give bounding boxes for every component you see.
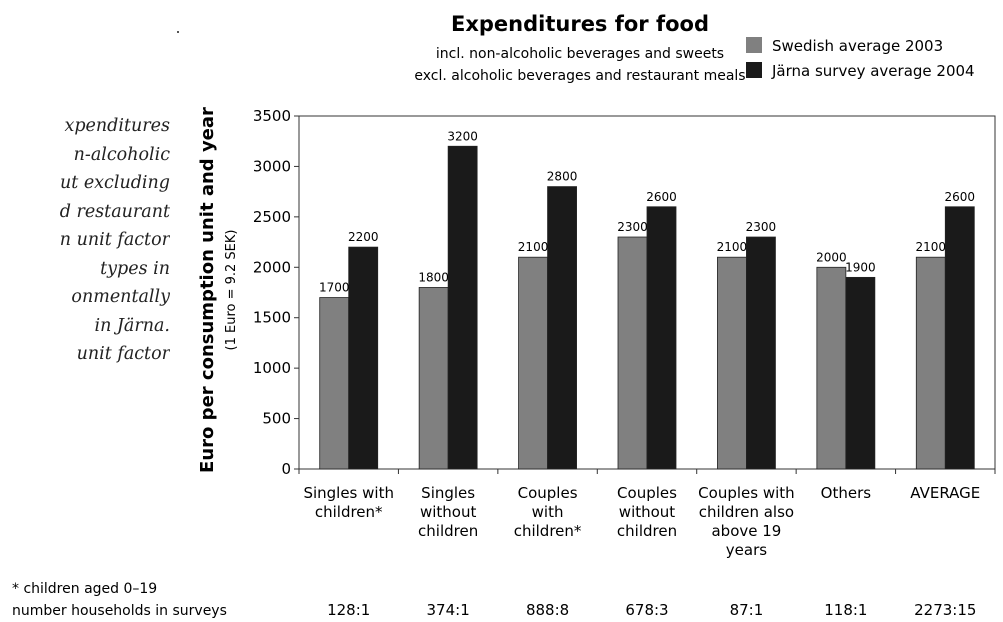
bar-value-label: 3200 (447, 129, 478, 143)
bar-value-label: 1700 (319, 281, 350, 295)
bar-value-label: 2600 (945, 190, 976, 204)
x-category-label: AVERAGE (910, 484, 980, 502)
y-tick-label: 500 (262, 410, 291, 428)
x-category-label: Couples (518, 484, 578, 502)
decorative-dot (177, 31, 179, 33)
bar-value-label: 2300 (746, 220, 777, 234)
x-category-label: Singles with (303, 484, 394, 502)
legend-label: Swedish average 2003 (772, 37, 943, 55)
x-category-label: Others (821, 484, 872, 502)
x-category-label: children also (699, 503, 794, 521)
bar-value-label: 1800 (418, 270, 449, 284)
y-axis-sublabel: (1 Euro = 9.2 SEK) (224, 230, 239, 351)
x-category-label: above 19 (711, 522, 781, 540)
households-value: 128:1 (327, 601, 370, 619)
y-tick-label: 2500 (253, 208, 291, 226)
households-label: number households in surveys (12, 603, 227, 619)
bar-value-label: 2600 (646, 190, 677, 204)
bar-jarna (547, 186, 577, 470)
x-category-label: children* (514, 522, 582, 540)
footnote: * children aged 0–19 (12, 581, 157, 597)
x-category-label: children (418, 522, 478, 540)
legend-swatch (746, 37, 762, 53)
y-tick-label: 3500 (253, 107, 291, 125)
side-text-line: in Järna. (94, 315, 170, 336)
households-value: 2273:15 (914, 601, 976, 619)
y-tick-label: 2000 (253, 258, 291, 276)
chart-subtitle: excl. alcoholic beverages and restaurant… (414, 68, 745, 84)
bar-value-label: 2100 (518, 240, 549, 254)
chart-subtitle: incl. non-alcoholic beverages and sweets (436, 46, 724, 62)
y-tick-label: 1000 (253, 359, 291, 377)
x-category-label: Singles (421, 484, 475, 502)
bar-swedish (717, 256, 747, 470)
y-axis-label: Euro per consumption unit and year (197, 107, 218, 473)
bar-swedish (518, 256, 548, 470)
x-category-label: with (532, 503, 564, 521)
bar-swedish (617, 236, 648, 470)
bar-value-label: 2800 (547, 170, 578, 184)
side-text-line: n unit factor (59, 230, 170, 250)
y-tick-label: 1500 (253, 309, 291, 327)
side-text-line: unit factor (76, 344, 170, 364)
side-text-line: ut excluding (59, 173, 170, 193)
bar-jarna (646, 206, 677, 470)
bar-jarna (348, 246, 379, 470)
legend-swatch (746, 62, 762, 78)
side-text-line: onmentally (71, 287, 170, 307)
bar-value-label: 2300 (617, 220, 648, 234)
bar-swedish (319, 297, 350, 470)
bar-value-label: 2000 (816, 250, 847, 264)
bar-value-label: 2100 (916, 240, 947, 254)
legend-label: Järna survey average 2004 (771, 62, 975, 80)
x-category-label: children* (315, 503, 383, 521)
x-category-label: Couples with (698, 484, 794, 502)
bar-swedish (418, 287, 449, 470)
x-category-label: Couples (617, 484, 677, 502)
chart-title: Expenditures for food (451, 12, 709, 36)
x-category-label: without (619, 503, 676, 521)
bar-jarna (845, 276, 876, 470)
households-value: 888:8 (526, 601, 569, 619)
households-value: 87:1 (730, 601, 764, 619)
households-value: 678:3 (625, 601, 668, 619)
households-value: 118:1 (824, 601, 867, 619)
bar-value-label: 2200 (348, 230, 379, 244)
side-text-line: n-alcoholic (73, 144, 170, 165)
side-text: xpenditures n-alcoholic ut excluding d rest… (0, 112, 170, 369)
bar-value-label: 1900 (845, 260, 876, 274)
bar-jarna (944, 206, 975, 470)
bar-value-label: 2100 (717, 240, 748, 254)
bar-swedish (816, 266, 847, 470)
y-tick-label: 3000 (253, 157, 291, 175)
side-text-line: types in (100, 258, 170, 279)
x-category-label: years (726, 541, 767, 559)
bar-swedish (915, 256, 946, 470)
bar-jarna (447, 145, 478, 470)
x-category-label: without (420, 503, 477, 521)
side-text-line: xpenditures (64, 116, 170, 136)
bar-jarna (746, 236, 776, 470)
x-category-label: children (617, 522, 677, 540)
households-value: 374:1 (427, 601, 470, 619)
side-text-line: d restaurant (59, 201, 170, 222)
y-tick-label: 0 (281, 460, 291, 478)
